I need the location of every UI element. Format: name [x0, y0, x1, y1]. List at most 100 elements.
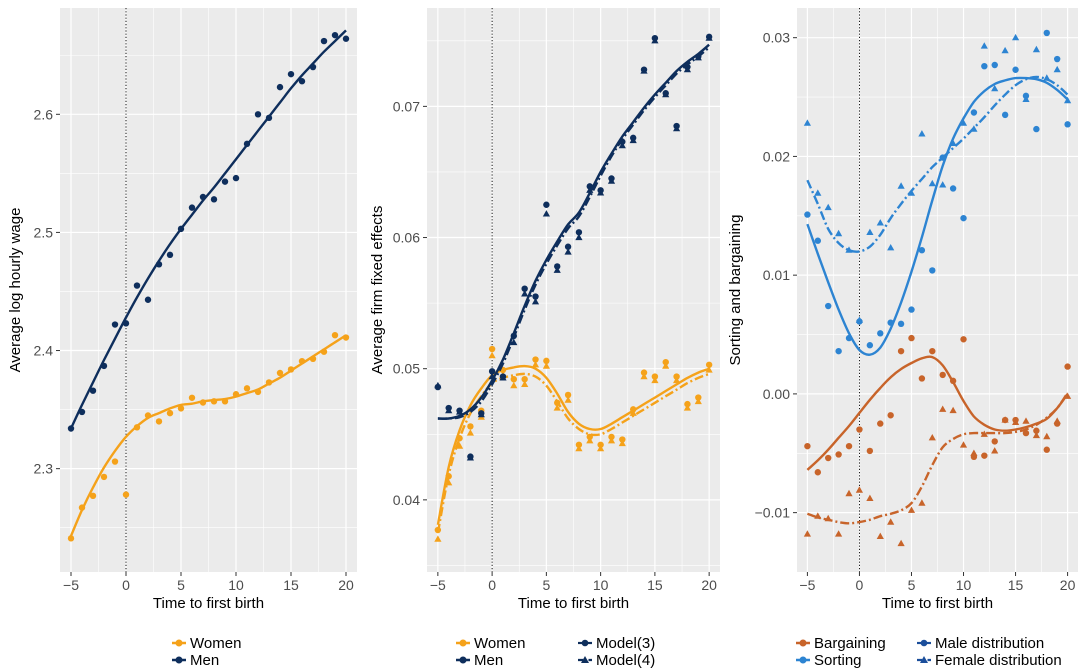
data-point-women-model4	[586, 437, 594, 444]
data-point-women	[298, 357, 306, 365]
x-tick-label: −5	[430, 577, 446, 593]
x-tick-label: 5	[542, 577, 550, 593]
data-point-bargaining-female	[845, 489, 853, 497]
data-point-men	[177, 225, 185, 233]
data-point-sorting-male	[897, 320, 905, 328]
legend-sorting-bargaining: Bargaining Sorting Male distribution Fem…	[796, 635, 1062, 669]
data-point-men	[188, 204, 196, 211]
data-point-bargaining-female	[876, 532, 884, 539]
data-point-sorting-male	[970, 109, 978, 116]
data-point-men-model3	[488, 368, 496, 375]
data-point-women-model3	[543, 357, 550, 365]
data-point-bargaining-female	[1043, 432, 1051, 440]
data-point-women-model4	[694, 397, 702, 405]
data-point-sorting-male	[1064, 121, 1071, 128]
data-point-women	[177, 405, 185, 412]
data-point-women-model4	[531, 361, 540, 368]
data-point-women-model3	[456, 435, 463, 442]
data-point-women-model4	[662, 362, 670, 369]
data-point-men-model4	[434, 381, 442, 389]
data-point-bargaining-male	[1043, 446, 1050, 453]
data-point-sorting-female	[897, 182, 905, 189]
data-point-bargaining-male	[991, 438, 998, 445]
data-point-sorting-female	[980, 42, 988, 49]
legend-marker-model3	[581, 639, 589, 647]
x-tick-label: 20	[1060, 577, 1076, 593]
data-point-bargaining-male	[1033, 427, 1040, 434]
legend-key-male-distribution	[917, 639, 931, 647]
data-point-men-model4	[607, 177, 616, 184]
data-point-sorting-male	[949, 185, 957, 192]
data-point-sorting-female	[1053, 65, 1061, 73]
x-tick-label: 10	[228, 577, 244, 593]
data-point-men	[232, 174, 240, 182]
data-point-women	[265, 379, 273, 386]
data-point-bargaining-female	[897, 539, 905, 547]
y-tick-label: 2.3	[34, 461, 54, 477]
data-point-women-model3	[608, 433, 615, 441]
legend-marker-men	[175, 656, 183, 664]
data-point-men-model4	[673, 124, 681, 132]
data-point-men-model4	[466, 454, 474, 461]
data-point-bargaining-male	[897, 347, 905, 355]
data-point-bargaining-male	[804, 442, 811, 450]
data-point-sorting-female	[939, 181, 947, 188]
data-point-sorting-male	[1033, 125, 1040, 133]
data-point-sorting-male	[825, 302, 832, 310]
data-point-bargaining-male	[866, 447, 874, 455]
data-point-men-model4	[477, 410, 485, 418]
data-point-sorting-male	[939, 154, 946, 161]
data-point-women	[243, 385, 251, 392]
data-point-women-model3	[467, 423, 474, 430]
data-point-men	[342, 35, 350, 42]
data-point-bargaining-female	[949, 406, 957, 414]
y-tick-label: 0.00	[763, 386, 790, 402]
legend-label-model4: Model(4)	[596, 652, 655, 669]
data-point-men-model3	[554, 263, 561, 270]
data-point-women	[309, 355, 317, 363]
data-point-bargaining-female	[1053, 417, 1061, 424]
data-point-women-model4	[705, 366, 713, 373]
data-point-men	[144, 296, 152, 303]
data-point-bargaining-male	[877, 420, 884, 427]
x-tick-label: 0	[122, 577, 130, 593]
legend-label-men: Men	[474, 652, 503, 669]
trend-line-sorting-male	[806, 76, 1069, 356]
legend-key-female-distribution	[917, 656, 931, 663]
data-point-bargaining-female	[814, 512, 822, 519]
trend-line-men	[69, 29, 347, 430]
data-point-bargaining-male	[908, 334, 915, 342]
x-tick-label: 15	[647, 577, 663, 593]
data-point-bargaining-female	[1032, 431, 1040, 439]
data-point-bargaining-male	[856, 426, 863, 433]
data-point-women-model3	[510, 375, 518, 383]
x-tick-label: 0	[856, 577, 864, 593]
legend-label-women: Women	[474, 635, 525, 652]
data-point-men-model4	[629, 136, 637, 144]
y-axis-title: Average log hourly wage	[7, 208, 24, 373]
data-point-sorting-male	[835, 347, 842, 355]
data-point-men-model4	[445, 406, 453, 414]
data-point-women	[342, 334, 350, 341]
data-point-men	[298, 78, 306, 85]
legend-label-men: Men	[190, 652, 219, 669]
data-point-women	[78, 504, 86, 511]
data-point-men	[67, 425, 75, 432]
data-point-bargaining-female	[1012, 418, 1020, 425]
y-tick-label: 2.4	[34, 343, 54, 359]
y-tick-label: 0.01	[763, 267, 790, 283]
data-point-women	[210, 398, 218, 405]
data-point-men	[111, 321, 119, 328]
data-point-men-model4	[456, 408, 464, 415]
data-point-sorting-male	[866, 342, 874, 349]
data-point-men	[254, 111, 262, 118]
data-point-women-model4	[445, 479, 453, 486]
x-tick-label: 0	[488, 577, 496, 593]
data-point-sorting-female	[887, 244, 895, 251]
data-point-men-model4	[510, 338, 518, 346]
legend-label-bargaining: Bargaining	[814, 635, 886, 652]
x-axis-title: Time to first birth	[153, 595, 264, 612]
data-point-men	[155, 261, 163, 268]
data-point-men-model4	[564, 248, 572, 255]
x-tick-label: 10	[593, 577, 609, 593]
